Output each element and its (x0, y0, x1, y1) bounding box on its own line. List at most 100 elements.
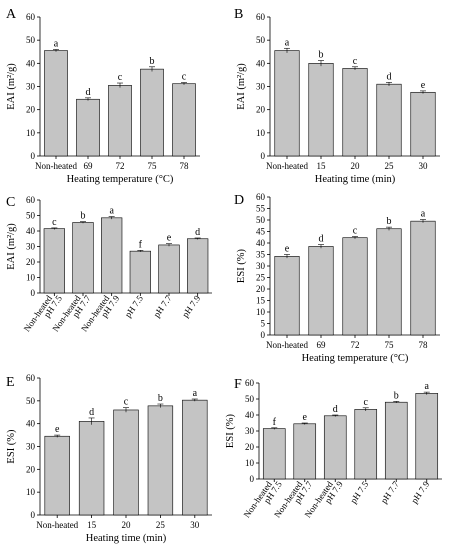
y-tick-label: 60 (26, 12, 36, 22)
bar (342, 68, 368, 157)
x-tick-label: 30 (190, 520, 200, 530)
bar (293, 423, 317, 480)
y-tick-label: 20 (26, 257, 36, 267)
y-tick-label: 60 (26, 195, 36, 205)
significance-letter: d (333, 404, 338, 415)
bar (410, 91, 436, 157)
significance-letter: b (150, 56, 155, 67)
y-tick-label: 20 (26, 464, 36, 474)
x-tick-label: pH 7.9 (180, 293, 203, 319)
bar (147, 405, 174, 516)
x-tick-label: 20 (122, 520, 132, 530)
y-tick-label: 10 (256, 128, 266, 138)
significance-letter: a (54, 38, 59, 49)
bar (44, 50, 68, 157)
y-tick-label: 35 (256, 250, 266, 260)
y-tick-label: 10 (26, 273, 36, 283)
x-tick-label: 25 (156, 520, 166, 530)
x-tick-label: 69 (317, 340, 327, 350)
x-tick-label: Non-heated (35, 161, 77, 171)
y-tick-label: 10 (245, 458, 255, 468)
bar (376, 83, 402, 157)
significance-letter: c (353, 226, 358, 237)
x-axis-label: Heating time (min) (315, 174, 396, 185)
x-tick-label: Non-heated (266, 161, 308, 171)
y-tick-label: 30 (245, 426, 255, 436)
significance-letter: f (273, 417, 277, 428)
significance-letter: a (285, 37, 290, 48)
y-tick-label: 50 (256, 35, 266, 45)
y-tick-label: 45 (256, 227, 266, 237)
significance-letter: e (55, 424, 60, 435)
y-tick-label: 10 (26, 487, 36, 497)
y-tick-label: 30 (256, 82, 266, 92)
x-tick-label: pH 7.5 (123, 293, 146, 319)
x-tick-label: Non-heated (36, 520, 78, 530)
y-tick-label: 30 (256, 261, 266, 271)
significance-letter: d (89, 407, 94, 418)
significance-letter: c (182, 72, 187, 83)
y-tick-label: 50 (26, 35, 36, 45)
y-axis-label: ESI (%) (6, 429, 17, 464)
significance-letter: e (167, 233, 172, 244)
bar (274, 50, 300, 157)
y-tick-label: 0 (31, 510, 36, 520)
bar (72, 222, 94, 294)
bar (108, 85, 132, 157)
x-tick-label: 78 (180, 161, 190, 171)
significance-letter: a (109, 206, 114, 217)
bar (182, 399, 208, 516)
x-tick-label: Non-heated (266, 340, 308, 350)
y-tick-label: 5 (261, 319, 266, 329)
y-tick-label: 60 (245, 378, 255, 388)
y-tick-label: 60 (256, 192, 266, 202)
significance-letter: e (303, 412, 308, 423)
y-tick-label: 40 (256, 238, 266, 248)
x-axis-label: Heating time (min) (86, 533, 167, 544)
bar (323, 415, 347, 480)
y-tick-label: 0 (250, 474, 255, 484)
bar (76, 98, 100, 157)
x-tick-label: 15 (317, 161, 327, 171)
bar (172, 83, 196, 157)
bar (43, 228, 65, 294)
y-tick-label: 20 (256, 105, 266, 115)
panel-letter: B (234, 7, 243, 22)
x-tick-label: pH 7.7 (151, 293, 174, 319)
y-axis-label: ESI (%) (225, 413, 236, 448)
bar (113, 409, 139, 516)
bar (187, 238, 209, 294)
x-tick-label: 30 (419, 161, 429, 171)
y-tick-label: 25 (256, 273, 266, 283)
panel-e: E 0 10 20 30 40 50 60 ESI (%) e Non-heated d 15 c 20 b 2… (6, 373, 212, 544)
y-tick-label: 60 (26, 373, 36, 383)
y-tick-label: 15 (256, 296, 266, 306)
y-tick-label: 40 (256, 58, 266, 68)
x-tick-label: pH 7.7 (379, 479, 402, 505)
x-tick-label: 78 (419, 340, 429, 350)
y-tick-label: 0 (31, 288, 36, 298)
x-tick-label: 75 (148, 161, 158, 171)
significance-letter: b (81, 211, 86, 222)
significance-letter: c (353, 56, 358, 67)
y-tick-label: 60 (256, 12, 266, 22)
significance-letter: c (124, 397, 129, 408)
x-tick-label: 20 (351, 161, 361, 171)
significance-letter: d (387, 71, 392, 82)
significance-letter: e (421, 80, 426, 91)
bar (44, 435, 70, 516)
bar (342, 237, 368, 336)
significance-letter: c (118, 72, 123, 83)
y-tick-label: 50 (256, 215, 266, 225)
y-tick-label: 20 (256, 284, 266, 294)
x-tick-label: 75 (385, 340, 395, 350)
bar (129, 250, 151, 294)
y-tick-label: 30 (26, 442, 36, 452)
y-tick-label: 40 (26, 419, 36, 429)
y-tick-label: 40 (26, 226, 36, 236)
y-tick-label: 20 (245, 442, 255, 452)
y-axis-label: EAI (m²/g) (6, 63, 17, 110)
significance-letter: a (193, 388, 198, 399)
